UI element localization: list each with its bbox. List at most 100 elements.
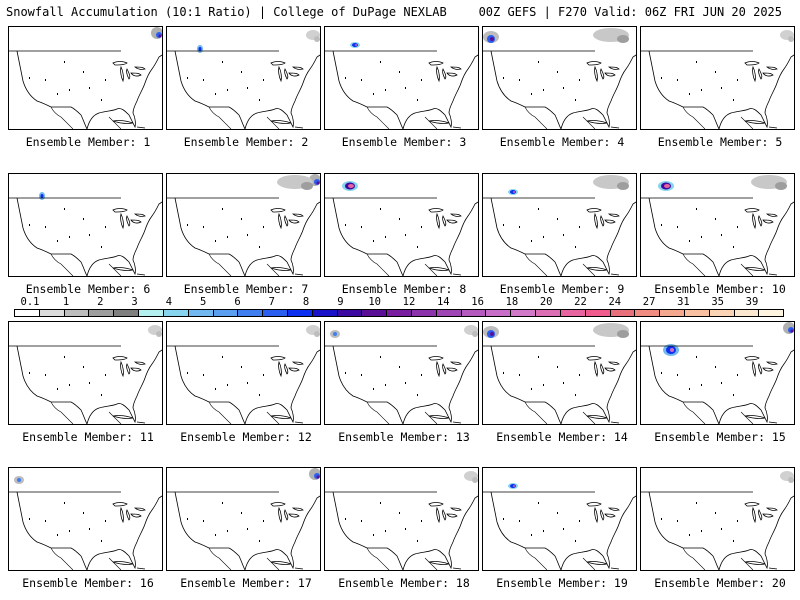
coastline <box>9 50 162 129</box>
colorbar-swatch <box>436 310 462 316</box>
terrain-mark <box>69 236 70 238</box>
caribbean-islands <box>112 120 146 129</box>
snowfall-area <box>490 37 494 41</box>
map-canvas <box>9 192 162 276</box>
terrain-mark <box>696 356 697 358</box>
caribbean-islands <box>112 561 146 570</box>
colorbar-swatch <box>89 310 115 316</box>
terrain-mark <box>64 502 65 504</box>
caribbean-islands <box>744 120 778 129</box>
gulf-coast <box>208 547 280 570</box>
coastline <box>167 197 320 276</box>
gulf-coast <box>682 547 754 570</box>
terrain-mark <box>721 382 722 384</box>
terrain-mark <box>696 502 697 504</box>
map-frame <box>640 173 795 277</box>
terrain-mark <box>563 382 564 384</box>
caribbean-islands <box>112 267 146 276</box>
terrain-mark <box>689 240 690 242</box>
terrain-mark <box>575 540 576 542</box>
terrain-mark <box>421 79 422 81</box>
colorbar-swatch <box>610 310 636 316</box>
terrain-mark <box>519 374 520 376</box>
map-canvas <box>641 30 794 129</box>
ensemble-member-label: Ensemble Member: 4 <box>499 135 625 149</box>
terrain-mark <box>385 89 386 91</box>
terrain-mark <box>241 366 242 368</box>
terrain-mark <box>57 240 58 242</box>
caribbean-islands <box>428 120 462 129</box>
terrain-mark <box>579 520 580 522</box>
colorbar-swatches <box>14 309 784 317</box>
terrain-mark <box>399 512 400 514</box>
terrain-mark <box>241 512 242 514</box>
ensemble-member-label: Ensemble Member: 14 <box>496 430 628 444</box>
terrain-mark <box>247 234 248 236</box>
caribbean-islands <box>744 415 778 424</box>
terrain-mark <box>227 89 228 91</box>
terrain-mark <box>259 246 260 248</box>
colorbar-swatch <box>635 310 661 316</box>
colorbar-tick-label: 18 <box>505 296 519 308</box>
terrain-mark <box>203 79 204 81</box>
snowfall-area <box>472 477 478 483</box>
terrain-mark <box>69 530 70 532</box>
terrain-mark <box>241 218 242 220</box>
terrain-mark <box>29 518 30 520</box>
snowfall-area <box>670 348 674 352</box>
terrain-mark <box>689 388 690 390</box>
map-frame <box>640 467 795 571</box>
colorbar-tick-label: 22 <box>574 296 587 308</box>
coastline <box>167 345 320 424</box>
map-frame <box>482 26 637 130</box>
colorbar-swatch <box>213 310 239 316</box>
map-frame <box>8 173 163 277</box>
terrain-mark <box>715 218 716 220</box>
terrain-mark <box>215 93 216 95</box>
terrain-mark <box>721 528 722 530</box>
terrain-mark <box>563 234 564 236</box>
terrain-mark <box>737 226 738 228</box>
snowfall-area <box>158 34 162 38</box>
colorbar-swatch <box>15 310 40 316</box>
snowfall-area <box>472 331 478 337</box>
terrain-mark <box>531 534 532 536</box>
terrain-mark <box>421 226 422 228</box>
terrain-mark <box>661 518 662 520</box>
terrain-mark <box>701 530 702 532</box>
terrain-mark <box>247 87 248 89</box>
terrain-mark <box>405 234 406 236</box>
map-frame <box>8 26 163 130</box>
gulf-coast <box>524 253 596 276</box>
terrain-mark <box>701 89 702 91</box>
terrain-mark <box>361 226 362 228</box>
colorbar-tick-label: 10 <box>368 296 382 308</box>
snowfall-area <box>314 331 320 337</box>
colorbar-tick-label: 16 <box>471 296 484 308</box>
gulf-coast <box>366 547 438 570</box>
colorbar-tick-label: 2 <box>97 296 104 308</box>
terrain-mark <box>187 224 188 226</box>
terrain-mark <box>57 93 58 95</box>
coastline <box>9 197 162 276</box>
colorbar-swatch <box>511 310 537 316</box>
gulf-coast <box>50 547 122 570</box>
snowfall-area <box>314 36 320 42</box>
terrain-mark <box>661 77 662 79</box>
colorbar-tick-label: 5 <box>200 296 207 308</box>
snowfall-area <box>348 184 354 188</box>
great-lakes <box>586 208 620 230</box>
map-canvas <box>641 175 794 276</box>
colorbar-tick-label: 3 <box>131 296 138 308</box>
great-lakes <box>586 356 620 378</box>
terrain-mark <box>57 534 58 536</box>
terrain-mark <box>575 246 576 248</box>
map-frame <box>166 321 321 425</box>
terrain-mark <box>101 540 102 542</box>
gulf-coast <box>366 253 438 276</box>
colorbar-tick-label: 12 <box>402 296 416 308</box>
terrain-mark <box>247 528 248 530</box>
snowfall-area <box>512 485 516 487</box>
snowfall-area <box>316 181 320 185</box>
